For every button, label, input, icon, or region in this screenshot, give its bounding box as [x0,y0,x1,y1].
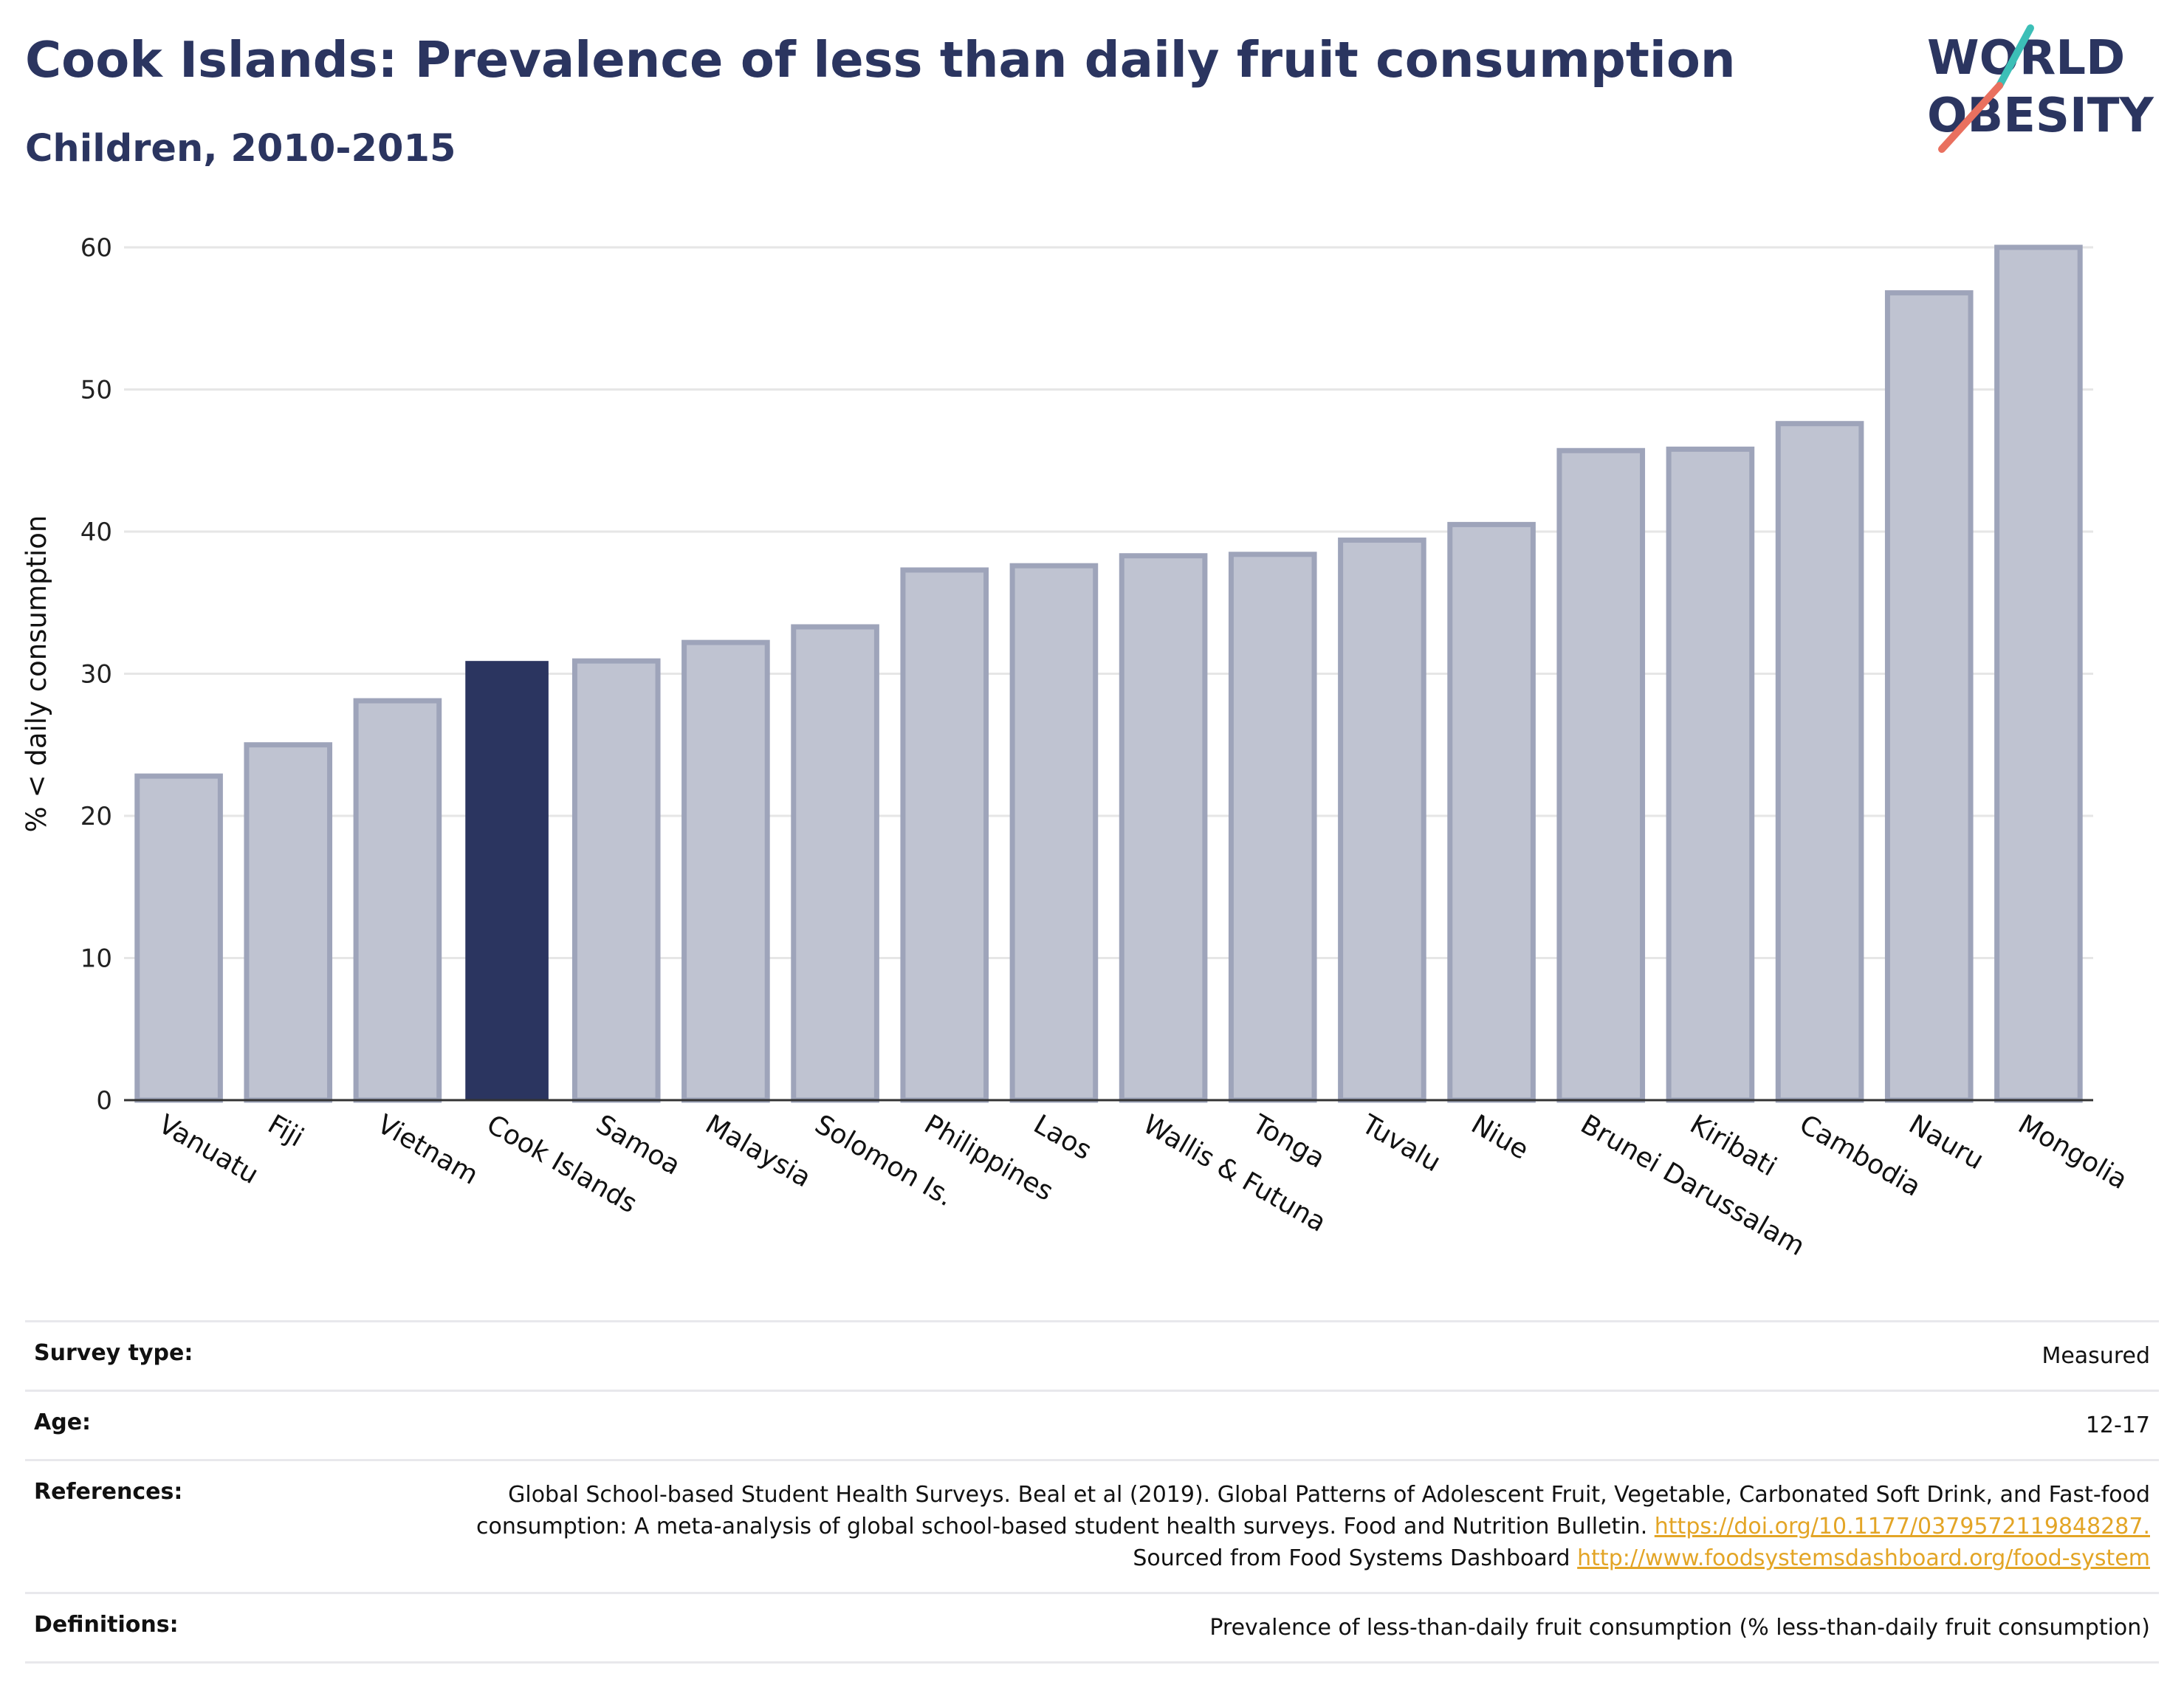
y-tick-label: 10 [80,944,112,974]
references-row: References: Global School-based Student … [25,1459,2159,1592]
references-text: Global School-based Student Health Surve… [475,1482,2150,1539]
y-tick-label: 40 [80,518,112,547]
definitions-value: Prevalence of less-than-daily fruit cons… [1209,1615,2150,1641]
bar [791,624,879,1103]
definitions-row: Definitions: Prevalence of less-than-dai… [25,1592,2159,1664]
bar [244,742,333,1103]
bar [1119,553,1208,1103]
definitions-label: Definitions: [34,1612,179,1638]
x-tick-label: Vietnam [372,1109,483,1191]
bar [1994,244,2083,1103]
x-tick-label: Fiji [263,1109,309,1153]
bar-highlighted [465,661,549,1100]
logo-line-2: OBESITY [1927,89,2154,143]
y-tick-label: 30 [80,660,112,690]
y-axis-label: % < daily consumption [21,515,52,833]
bar [1338,538,1426,1103]
references-value: Global School-based Student Health Surve… [452,1479,2150,1574]
bar [1666,446,1755,1103]
page-subtitle: Children, 2010-2015 [25,127,456,171]
food-systems-dashboard-link[interactable]: http://www.foodsystemsdashboard.org/food… [1577,1545,2150,1571]
survey-type-row: Survey type: Measured [25,1320,2159,1390]
x-tick-label: Malaysia [700,1109,816,1193]
bar [900,567,989,1103]
survey-type-label: Survey type: [34,1340,193,1366]
page-title: Cook Islands: Prevalence of less than da… [25,31,1736,89]
bar [1447,521,1536,1103]
grid-layer [124,246,2093,959]
bar [571,658,661,1103]
doi-link[interactable]: https://doi.org/10.1177/0379572119848287… [1654,1514,2150,1539]
y-tick-label: 20 [80,802,112,831]
x-tick-label: Niue [1466,1109,1534,1165]
survey-type-value: Measured [2042,1343,2150,1369]
bar [1009,563,1099,1103]
bar [134,773,223,1103]
bar [1775,421,1864,1103]
x-tick-label: Vanuatu [154,1109,264,1190]
x-tick-label: Tuvalu [1356,1109,1446,1178]
y-tick-label: 60 [80,233,112,263]
references-source-text: Sourced from Food Systems Dashboard [1133,1545,1570,1571]
x-tick-label: Tonga [1246,1109,1330,1175]
references-label: References: [34,1479,183,1505]
age-value: 12-17 [2085,1412,2150,1438]
x-tick-label: Cambodia [1794,1109,1926,1203]
bar [1556,447,1646,1103]
age-row: Age: 12-17 [25,1390,2159,1459]
bar [1228,552,1317,1103]
y-tick-label: 50 [80,376,112,405]
world-obesity-logo: WORLD OBESITY [1927,24,2154,153]
x-tick-label: Nauru [1903,1109,1988,1175]
metadata-table: Survey type: Measured Age: 12-17 Referen… [25,1320,2159,1664]
x-tick-label: Mongolia [2013,1109,2132,1195]
bar [353,698,442,1103]
bar [681,639,770,1103]
logo-teal-slash [1996,24,2034,89]
x-tick-label: Wallis & Futuna [1138,1109,1331,1238]
bar [1884,290,1974,1103]
x-tick-label: Samoa [591,1109,685,1181]
x-tick-label: Laos [1029,1109,1096,1166]
age-label: Age: [34,1410,92,1435]
y-tick-label: 0 [96,1086,112,1116]
logo-coral-slash [1938,82,2003,153]
